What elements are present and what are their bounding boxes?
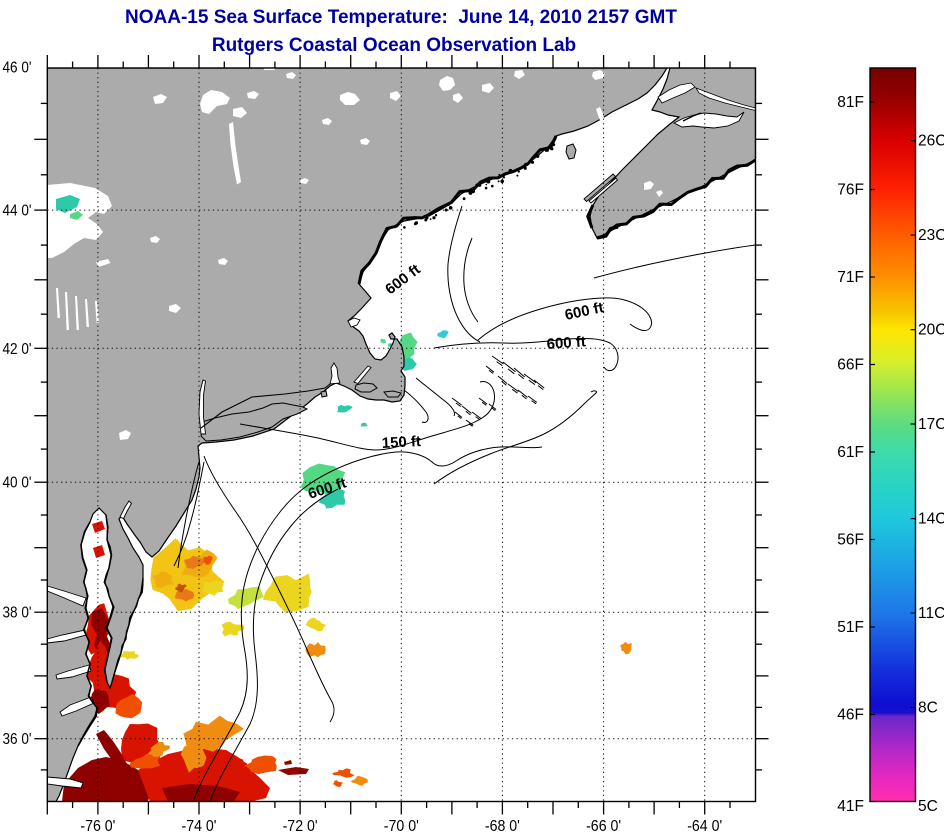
svg-text:20C: 20C <box>918 322 944 339</box>
svg-text:46 0': 46 0' <box>3 60 32 77</box>
svg-text:26C: 26C <box>918 133 944 150</box>
svg-text:-74 0': -74 0' <box>182 818 217 835</box>
svg-text:76F: 76F <box>837 182 864 199</box>
svg-text:46F: 46F <box>837 707 864 724</box>
svg-text:41F: 41F <box>837 798 864 815</box>
svg-text:-64 0': -64 0' <box>687 818 722 835</box>
svg-text:600 ft: 600 ft <box>546 333 586 353</box>
svg-text:NOAA-15 Sea Surface Temperatur: NOAA-15 Sea Surface Temperature: June 14… <box>125 7 677 28</box>
svg-text:40 0': 40 0' <box>3 475 32 492</box>
svg-text:44 0': 44 0' <box>3 203 32 220</box>
svg-text:38 0': 38 0' <box>3 605 32 622</box>
svg-text:23C: 23C <box>918 227 944 244</box>
svg-text:51F: 51F <box>837 619 864 636</box>
svg-text:14C: 14C <box>918 511 944 528</box>
svg-text:-72 0': -72 0' <box>283 818 318 835</box>
svg-text:5C: 5C <box>918 798 938 815</box>
svg-text:Rutgers Coastal Ocean Observat: Rutgers Coastal Ocean Observation Lab <box>212 35 576 56</box>
svg-text:42 0': 42 0' <box>3 341 32 358</box>
svg-text:66F: 66F <box>837 357 864 374</box>
svg-text:150 ft: 150 ft <box>381 433 421 452</box>
svg-text:11C: 11C <box>918 605 944 622</box>
svg-text:-76 0': -76 0' <box>80 818 115 835</box>
svg-text:8C: 8C <box>918 700 938 717</box>
svg-text:-66 0': -66 0' <box>586 818 621 835</box>
svg-text:56F: 56F <box>837 532 864 549</box>
svg-text:-68 0': -68 0' <box>485 818 520 835</box>
svg-text:-70 0': -70 0' <box>384 818 419 835</box>
svg-text:71F: 71F <box>837 269 864 286</box>
svg-text:36 0': 36 0' <box>3 731 32 748</box>
svg-text:17C: 17C <box>918 416 944 433</box>
svg-text:81F: 81F <box>837 94 864 111</box>
svg-text:61F: 61F <box>837 444 864 461</box>
